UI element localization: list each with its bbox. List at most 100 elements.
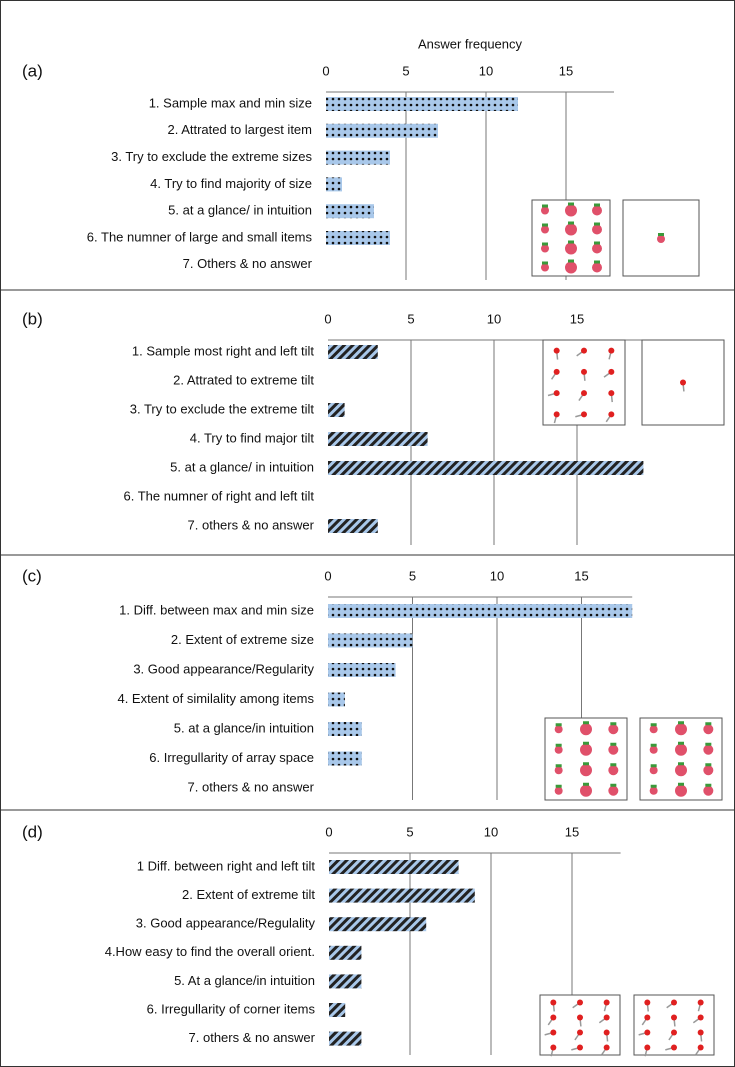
strawberry bbox=[565, 204, 577, 217]
strawberry bbox=[565, 261, 577, 274]
strawberry bbox=[580, 743, 592, 756]
bar bbox=[329, 917, 427, 932]
strawberry bbox=[608, 785, 619, 796]
strawberry-leaf bbox=[650, 743, 657, 747]
x-tick-label: 5 bbox=[402, 63, 409, 78]
pin-head bbox=[550, 999, 557, 1006]
strawberry bbox=[565, 223, 577, 236]
pin-head bbox=[581, 368, 587, 375]
y-tick-label: 2. Extent of extreme size bbox=[171, 632, 314, 647]
strawberry-leaf bbox=[542, 204, 548, 208]
x-tick-label: 10 bbox=[490, 568, 504, 583]
strawberry bbox=[703, 765, 714, 776]
pin-head bbox=[644, 1044, 651, 1051]
y-tick-label: 5. at a glance/in intuition bbox=[174, 720, 314, 735]
strawberry bbox=[675, 723, 687, 736]
bar bbox=[329, 1031, 362, 1046]
strawberry-leaf bbox=[568, 240, 574, 244]
pin-head bbox=[581, 411, 587, 418]
strawberry bbox=[592, 224, 602, 235]
y-tick-label: 1. Sample max and min size bbox=[149, 95, 312, 110]
strawberry-leaf bbox=[583, 741, 589, 745]
y-tick-label: 4. Try to find majority of size bbox=[150, 176, 312, 191]
pin-head bbox=[577, 1044, 583, 1051]
y-tick-label: 5. at a glance/ in intuition bbox=[170, 459, 314, 474]
pin-head bbox=[671, 999, 677, 1006]
x-tick-label: 10 bbox=[479, 63, 493, 78]
pin-head bbox=[603, 999, 610, 1006]
pin-head bbox=[550, 1029, 557, 1036]
pin-head bbox=[697, 1029, 704, 1036]
strawberry-leaf bbox=[555, 723, 562, 727]
y-tick-label: 7. others & no answer bbox=[189, 1030, 316, 1045]
x-tick-label: 15 bbox=[570, 311, 584, 326]
strawberry-leaf bbox=[610, 722, 617, 726]
x-tick-label: 0 bbox=[324, 311, 331, 326]
strawberry-leaf bbox=[610, 763, 617, 767]
y-tick-label: 3. Try to exclude the extreme tilt bbox=[130, 401, 315, 416]
pin-head bbox=[577, 1014, 583, 1021]
strawberry-leaf bbox=[568, 221, 574, 225]
y-tick-label: 1. Diff. between max and min size bbox=[119, 602, 314, 617]
strawberry bbox=[541, 263, 549, 272]
panel-label: (b) bbox=[22, 309, 43, 328]
strawberry bbox=[675, 764, 687, 777]
strawberry-leaf bbox=[594, 241, 600, 245]
x-tick-label: 0 bbox=[322, 63, 329, 78]
strawberry bbox=[554, 725, 563, 734]
pin-head bbox=[550, 1014, 557, 1021]
strawberry-leaf bbox=[705, 742, 712, 746]
strawberry bbox=[592, 262, 602, 273]
pin-head bbox=[644, 1014, 651, 1021]
strawberry bbox=[608, 744, 619, 755]
bar bbox=[328, 519, 378, 533]
strawberry bbox=[649, 745, 658, 754]
strawberry-leaf bbox=[542, 223, 548, 227]
bar bbox=[328, 604, 633, 618]
strawberry bbox=[554, 745, 563, 754]
pin-head bbox=[671, 1014, 677, 1021]
strawberry bbox=[649, 725, 658, 734]
bar bbox=[326, 204, 374, 219]
pin-head bbox=[680, 379, 686, 386]
bar bbox=[326, 231, 390, 245]
y-tick-label: 7. others & no answer bbox=[188, 517, 315, 532]
bar bbox=[326, 97, 518, 111]
strawberry-leaf bbox=[555, 743, 562, 747]
bar bbox=[328, 345, 378, 359]
strawberry bbox=[703, 785, 714, 796]
strawberry-leaf bbox=[555, 764, 562, 768]
panel-label: (c) bbox=[22, 566, 42, 585]
strawberry bbox=[554, 766, 563, 775]
y-tick-label: 5. At a glance/in intuition bbox=[174, 973, 315, 988]
strawberry-leaf bbox=[650, 723, 657, 727]
strawberry-leaf bbox=[583, 782, 589, 786]
bar bbox=[329, 860, 459, 874]
x-tick-label: 15 bbox=[565, 824, 579, 839]
pin-head bbox=[603, 1044, 610, 1051]
y-tick-label: 6. Irregullarity of corner items bbox=[147, 1001, 316, 1016]
chart-title: Answer frequency bbox=[418, 36, 523, 51]
bar bbox=[328, 633, 413, 648]
y-tick-label: 4.How easy to find the overall orient. bbox=[105, 944, 315, 959]
strawberry-leaf bbox=[594, 203, 600, 207]
pin-head bbox=[577, 999, 583, 1006]
strawberry-leaf bbox=[705, 763, 712, 767]
x-tick-label: 15 bbox=[559, 63, 573, 78]
strawberry bbox=[541, 225, 549, 234]
strawberry bbox=[657, 235, 665, 243]
x-tick-label: 15 bbox=[574, 568, 588, 583]
bar bbox=[328, 692, 345, 707]
strawberry bbox=[608, 724, 619, 735]
strawberry bbox=[649, 766, 658, 775]
strawberry bbox=[592, 205, 602, 216]
y-tick-label: 2. Extent of extreme tilt bbox=[182, 887, 315, 902]
x-tick-label: 5 bbox=[409, 568, 416, 583]
y-tick-label: 4. Extent of similality among items bbox=[117, 691, 314, 706]
strawberry-leaf bbox=[705, 783, 712, 787]
strawberry-leaf bbox=[610, 742, 617, 746]
y-tick-label: 4. Try to find major tilt bbox=[190, 430, 315, 445]
strawberry-leaf bbox=[583, 762, 589, 766]
x-tick-label: 0 bbox=[325, 824, 332, 839]
